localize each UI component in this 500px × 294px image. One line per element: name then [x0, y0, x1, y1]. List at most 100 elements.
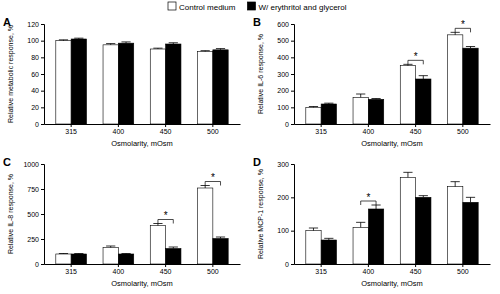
y-axis-title: Relative IL-8 response, % — [7, 174, 15, 254]
legend-label: W/ erythritol and glycerol — [258, 3, 346, 12]
bar — [166, 44, 181, 124]
x-tick-label: 315 — [65, 128, 77, 135]
error-bar — [59, 39, 68, 41]
x-tick-label: 500 — [457, 128, 469, 135]
panel: 020406080100120315400450500Osmolarity, m… — [3, 16, 241, 148]
axis-line — [41, 165, 45, 265]
x-tick-label: 500 — [207, 128, 219, 135]
plot-area — [306, 172, 478, 264]
tick-mark — [41, 91, 44, 92]
bar — [213, 239, 228, 265]
bar — [306, 231, 321, 264]
x-tick-label: 400 — [363, 128, 375, 135]
bar — [56, 254, 71, 264]
y-axis-title: Relative IL-6 response, % — [257, 34, 265, 114]
tick-mark — [291, 41, 294, 42]
x-tick: 315 — [315, 124, 327, 135]
x-tick: 500 — [207, 124, 219, 135]
bar — [353, 97, 368, 124]
x-tick-label: 500 — [207, 268, 219, 275]
y-axis: 0100200300 — [277, 161, 294, 268]
legend-swatch — [168, 2, 176, 10]
x-axis: 315 400 450 500 — [295, 264, 491, 275]
y-tick-label: 120 — [27, 21, 39, 28]
error-bar — [356, 94, 365, 97]
tick-mark — [321, 124, 322, 127]
x-tick-label: 400 — [363, 268, 375, 275]
tick-mark — [118, 264, 119, 267]
x-tick: 500 — [457, 264, 469, 275]
y-tick: 600 — [277, 21, 294, 28]
tick-mark — [291, 264, 294, 265]
bar — [150, 49, 165, 124]
y-tick: 20 — [31, 104, 44, 111]
x-tick-label: 315 — [315, 128, 327, 135]
tick-mark — [212, 264, 213, 267]
y-tick-label: 0 — [35, 261, 39, 268]
y-tick-label: 80 — [31, 54, 39, 61]
error-bar — [121, 42, 130, 43]
y-axis-title: Relative MCP-1 response, % — [257, 169, 265, 259]
bar — [447, 35, 462, 124]
significance-label: * — [461, 19, 465, 30]
bar — [118, 43, 133, 124]
error-bar — [451, 182, 460, 187]
y-tick-label: 100 — [277, 104, 289, 111]
tick-mark — [41, 264, 44, 265]
error-bar — [466, 47, 475, 49]
bar — [166, 249, 181, 265]
y-tick-label: 0 — [285, 121, 289, 128]
tick-mark — [291, 231, 294, 232]
x-tick: 315 — [65, 264, 77, 275]
tick-mark — [41, 41, 44, 42]
significance-label: * — [211, 172, 215, 183]
bar — [150, 226, 165, 265]
tick-mark — [71, 264, 72, 267]
bar — [71, 39, 86, 124]
bar — [71, 254, 86, 264]
panel: 0100200300315400450500Osmolarity, mOsmRe… — [253, 156, 491, 288]
error-bar — [371, 98, 380, 100]
y-tick-label: 60 — [31, 71, 39, 78]
bar — [416, 79, 431, 124]
error-bar — [169, 247, 178, 249]
tick-mark — [415, 264, 416, 267]
tick-mark — [415, 124, 416, 127]
x-tick: 315 — [315, 264, 327, 275]
x-tick-label: 450 — [160, 268, 172, 275]
x-tick: 400 — [113, 264, 125, 275]
tick-mark — [41, 164, 44, 165]
y-tick: 300 — [277, 161, 294, 168]
tick-mark — [71, 124, 72, 127]
panel: 0100200300400500600315400450500Osmolarit… — [253, 16, 491, 148]
y-tick: 200 — [277, 87, 294, 94]
tick-mark — [291, 107, 294, 108]
x-tick-label: 400 — [113, 268, 125, 275]
y-tick-label: 0 — [285, 261, 289, 268]
bar — [368, 99, 383, 124]
y-tick: 500 — [27, 211, 44, 218]
figure: Control mediumW/ erythritol and glycerol… — [0, 0, 500, 294]
tick-mark — [321, 264, 322, 267]
error-bar — [466, 197, 475, 202]
y-tick-label: 100 — [277, 227, 289, 234]
tick-mark — [291, 24, 294, 25]
tick-mark — [462, 124, 463, 127]
tick-mark — [368, 124, 369, 127]
x-axis: 315 400 450 500 — [295, 124, 491, 135]
bar — [103, 45, 118, 124]
y-tick-label: 20 — [31, 104, 39, 111]
error-bar — [216, 49, 225, 50]
x-tick-label: 450 — [410, 268, 422, 275]
tick-mark — [291, 197, 294, 198]
plot-area — [56, 186, 228, 265]
error-bar — [419, 76, 428, 79]
x-tick-label: 450 — [410, 128, 422, 135]
y-axis: 0100200300400500600 — [277, 21, 294, 128]
y-tick-label: 100 — [27, 37, 39, 44]
y-axis: 020406080100120 — [27, 21, 44, 128]
bar — [321, 240, 336, 264]
y-tick-label: 300 — [277, 161, 289, 168]
y-tick: 250 — [27, 236, 44, 243]
significance-label: * — [414, 51, 418, 62]
